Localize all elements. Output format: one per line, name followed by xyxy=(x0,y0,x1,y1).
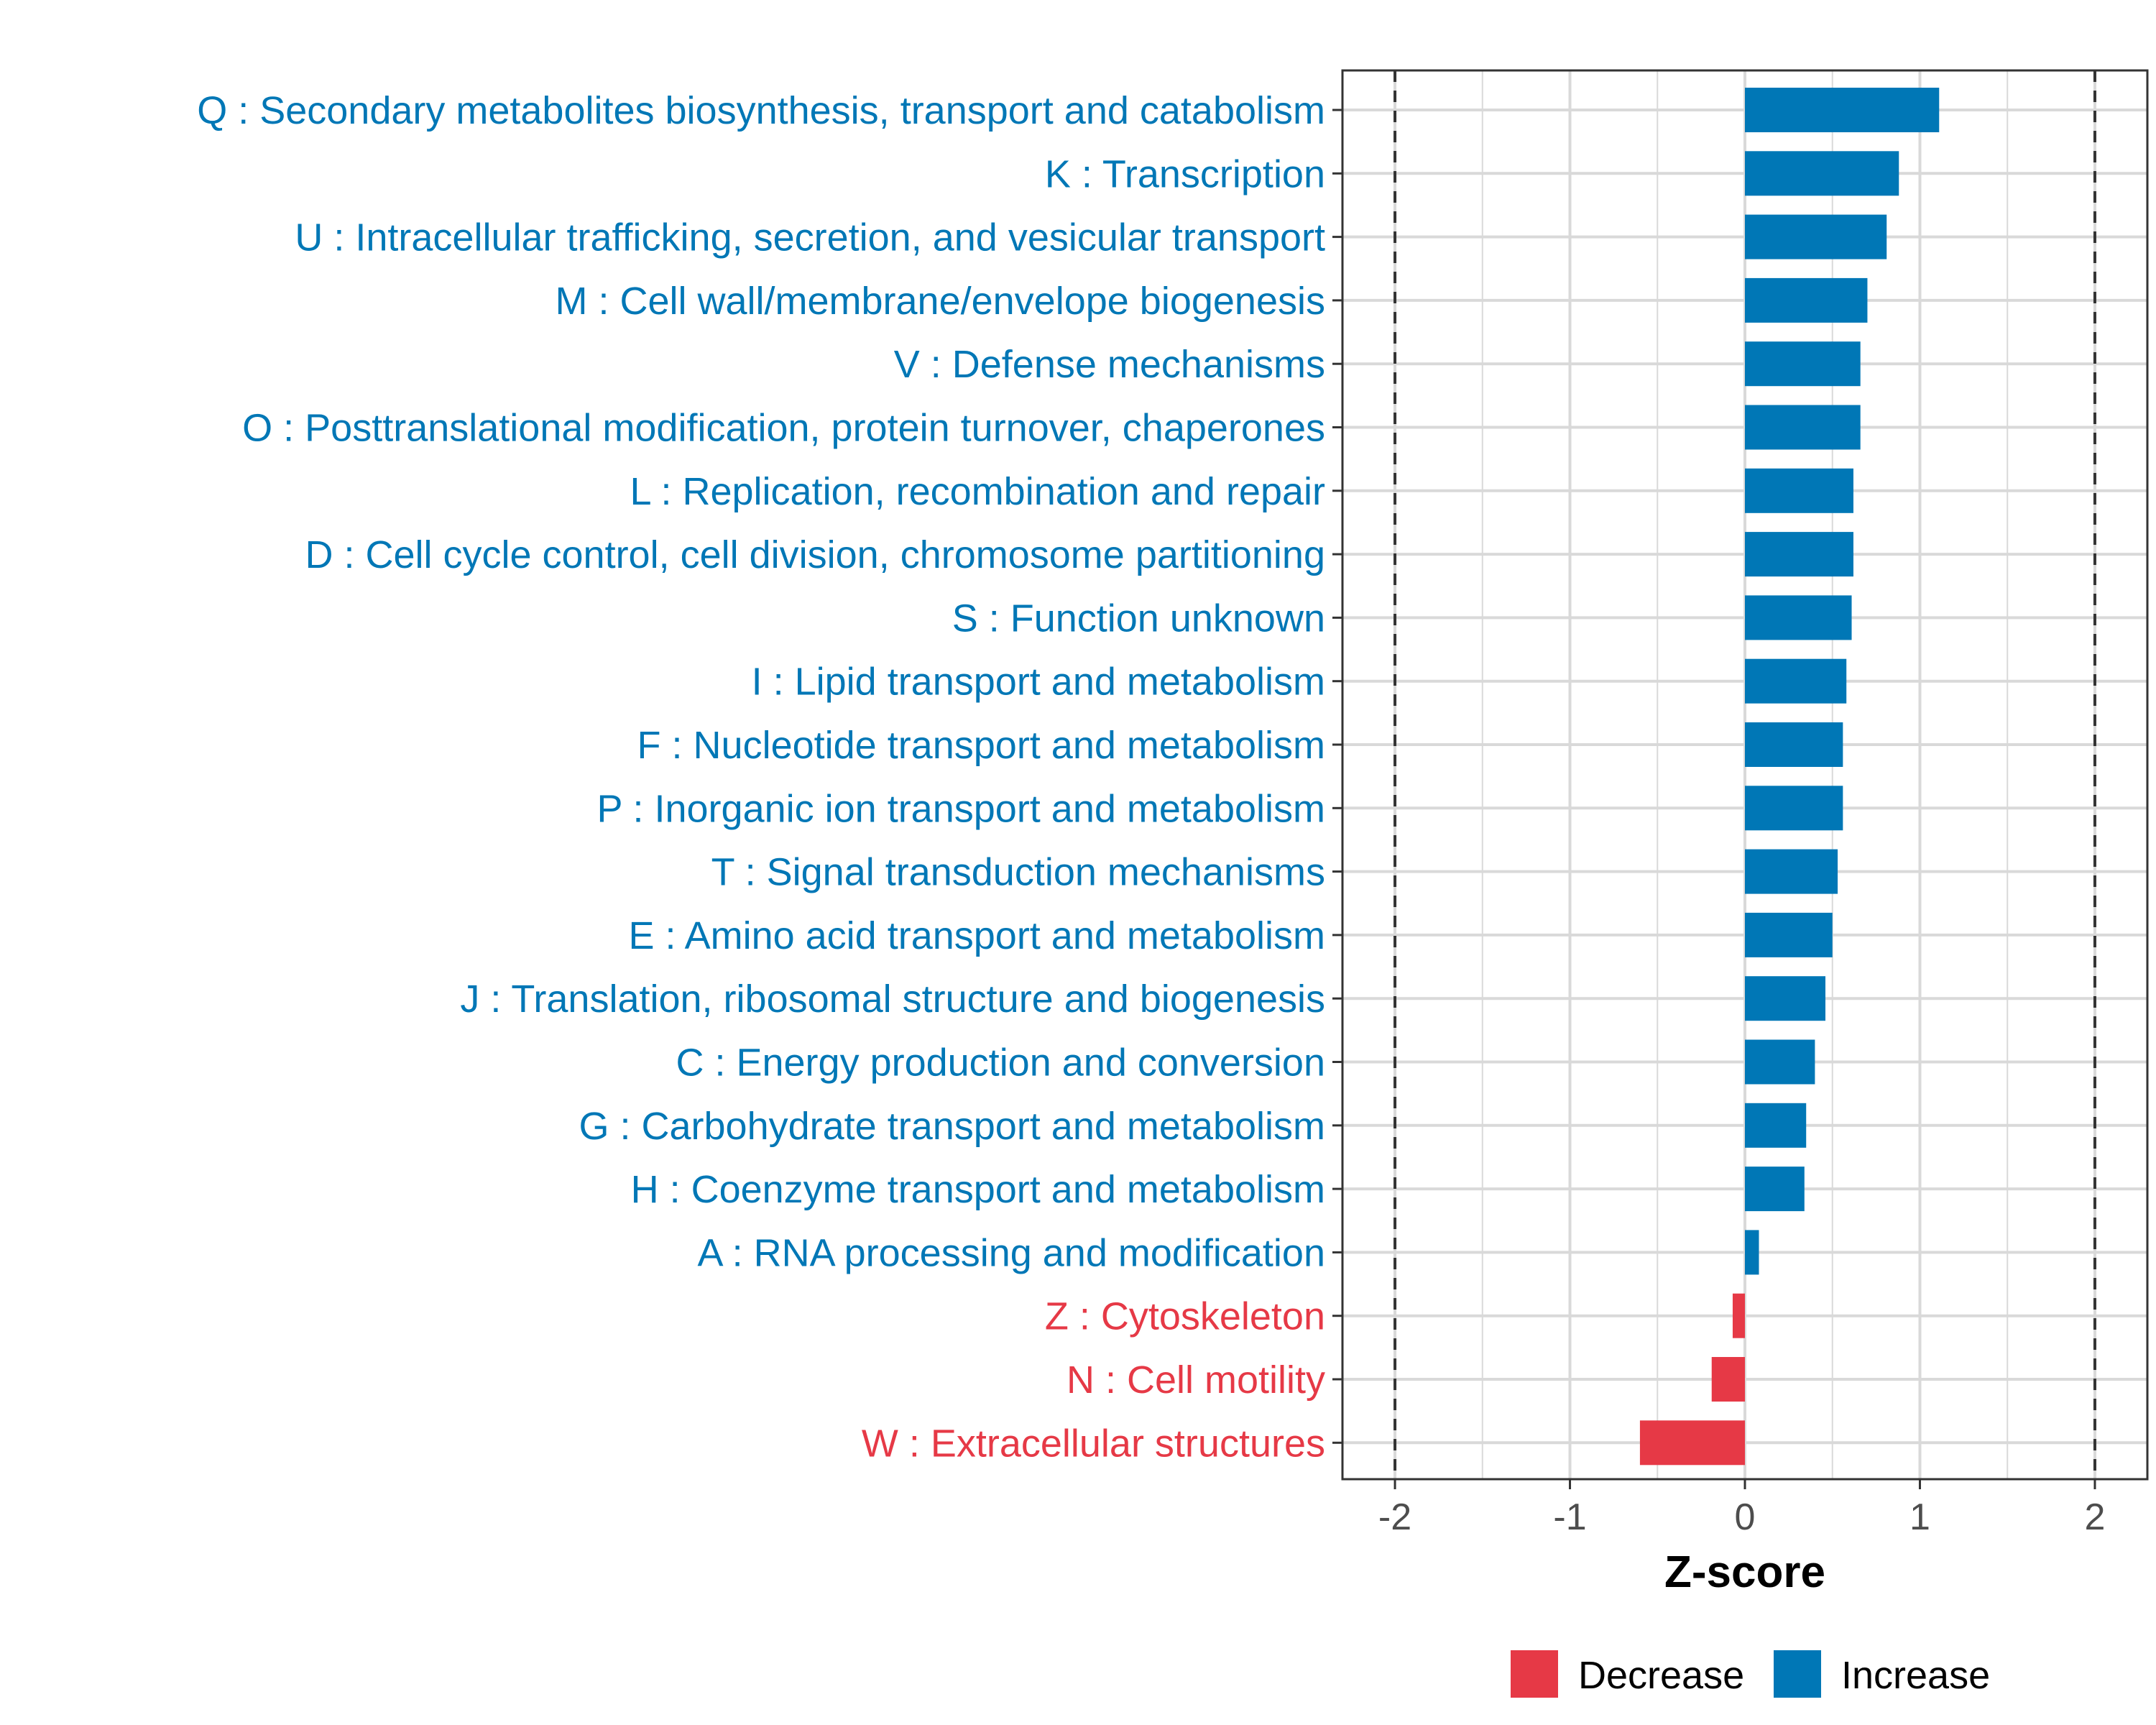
category-label: Z : Cytoskeleton xyxy=(1045,1295,1325,1338)
legend-label-increase: Increase xyxy=(1841,1654,1990,1697)
legend-label-decrease: Decrease xyxy=(1578,1654,1744,1697)
bar xyxy=(1732,1293,1745,1338)
category-label: H : Coenzyme transport and metabolism xyxy=(631,1168,1325,1211)
bar xyxy=(1745,151,1899,196)
bar xyxy=(1639,1420,1745,1466)
bar xyxy=(1711,1357,1745,1402)
category-label: Q : Secondary metabolites biosynthesis, … xyxy=(197,89,1325,132)
y-axis-ticks xyxy=(1332,109,1342,1444)
category-labels: Q : Secondary metabolites biosynthesis, … xyxy=(197,89,1325,1465)
legend: Decrease Increase xyxy=(1511,1650,1990,1698)
x-axis-ticks: -2 -1 0 1 2 xyxy=(1378,1479,2105,1538)
category-label: S : Function unknown xyxy=(952,597,1325,640)
legend-key-decrease xyxy=(1511,1650,1558,1698)
x-tick-label: -1 xyxy=(1553,1496,1586,1538)
x-axis-title: Z-score xyxy=(1664,1547,1825,1597)
category-label: C : Energy production and conversion xyxy=(676,1041,1325,1085)
category-label: A : RNA processing and modification xyxy=(698,1231,1325,1274)
x-tick-label: 1 xyxy=(1909,1496,1930,1538)
category-label: O : Posttranslational modification, prot… xyxy=(242,407,1325,450)
category-label: M : Cell wall/membrane/envelope biogenes… xyxy=(555,280,1325,323)
bar xyxy=(1745,786,1843,831)
category-label: K : Transcription xyxy=(1045,152,1325,196)
category-label: P : Inorganic ion transport and metaboli… xyxy=(596,787,1325,830)
category-label: U : Intracellular trafficking, secretion… xyxy=(295,216,1325,259)
x-tick-label: 2 xyxy=(2084,1496,2105,1538)
bar xyxy=(1745,1103,1807,1148)
bar xyxy=(1745,1230,1759,1275)
category-label: L : Replication, recombination and repai… xyxy=(630,470,1325,513)
category-label: W : Extracellular structures xyxy=(862,1422,1325,1465)
bar xyxy=(1745,1167,1805,1212)
category-label: I : Lipid transport and metabolism xyxy=(752,661,1325,704)
reference-lines xyxy=(1393,70,2096,1479)
bar xyxy=(1745,468,1853,513)
bar xyxy=(1745,214,1887,259)
bar xyxy=(1745,341,1861,387)
bar xyxy=(1745,1039,1815,1085)
category-label: D : Cell cycle control, cell division, c… xyxy=(305,533,1325,576)
category-label: N : Cell motility xyxy=(1067,1358,1325,1402)
bars xyxy=(1639,88,1940,1466)
bar xyxy=(1745,976,1825,1021)
bar xyxy=(1745,912,1833,957)
x-tick-label: 0 xyxy=(1735,1496,1756,1538)
legend-key-increase xyxy=(1774,1650,1821,1698)
bar xyxy=(1745,658,1847,704)
category-label: J : Translation, ribosomal structure and… xyxy=(460,978,1325,1021)
category-label: G : Carbohydrate transport and metabolis… xyxy=(579,1105,1326,1148)
category-label: F : Nucleotide transport and metabolism xyxy=(637,724,1325,767)
bar xyxy=(1745,595,1852,640)
bar xyxy=(1745,277,1868,323)
bar xyxy=(1745,88,1940,132)
bar xyxy=(1745,849,1838,894)
category-label: T : Signal transduction mechanisms xyxy=(711,851,1325,894)
bar xyxy=(1745,532,1853,577)
x-tick-label: -2 xyxy=(1378,1496,1411,1538)
category-label: V : Defense mechanisms xyxy=(894,343,1325,386)
category-label: E : Amino acid transport and metabolism xyxy=(629,914,1325,957)
bar xyxy=(1745,405,1861,450)
bar xyxy=(1745,722,1843,767)
